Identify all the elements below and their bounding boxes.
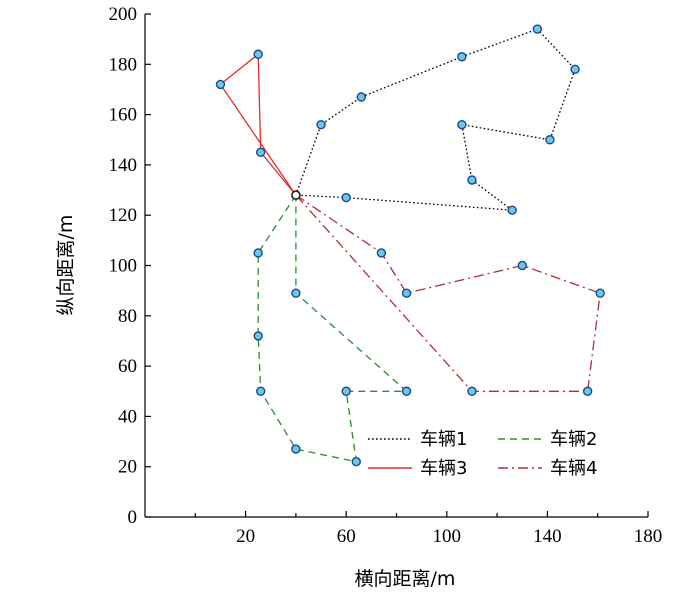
route-line-4	[295, 194, 601, 392]
y-tick-label: 0	[128, 507, 138, 528]
customer-point	[376, 248, 387, 258]
customer-point	[215, 79, 226, 90]
tick-labels: 20 60 100 140 180 0 20 40 60 80 100 120 140 160 180 200	[109, 4, 663, 547]
customer-point	[467, 175, 477, 185]
customer-points	[215, 24, 605, 467]
legend: 车辆1 车辆2 车辆3 车辆4	[368, 429, 597, 479]
customer-point	[401, 288, 412, 298]
customer-point	[582, 386, 593, 396]
y-axis-title: 纵向距离/m	[55, 215, 77, 316]
legend-label-4: 车辆4	[550, 458, 597, 479]
legend-label-2: 车辆2	[550, 429, 597, 450]
y-tick-label: 160	[109, 105, 138, 126]
y-tick-label: 100	[109, 256, 138, 277]
customer-point	[341, 192, 351, 203]
customer-point	[253, 248, 263, 258]
y-tick-label: 80	[118, 306, 137, 327]
depot-point	[291, 190, 301, 200]
y-tick-label: 120	[109, 205, 138, 226]
customer-point	[467, 386, 477, 396]
customer-point	[517, 260, 527, 271]
customer-point	[291, 288, 301, 298]
y-tick-label: 60	[118, 356, 137, 377]
route-line-3	[219, 52, 297, 196]
customer-point	[401, 386, 412, 396]
customer-point	[253, 331, 263, 341]
route-line-2	[257, 194, 409, 463]
customer-point	[351, 456, 361, 467]
y-tick-label: 40	[118, 406, 137, 427]
y-tick-label: 20	[118, 457, 137, 478]
customer-point	[595, 288, 605, 298]
customer-point	[291, 444, 301, 454]
customer-point	[255, 147, 266, 158]
route-lines	[219, 28, 601, 463]
x-tick-label: 60	[337, 526, 356, 547]
customer-point	[545, 135, 555, 145]
customer-point	[341, 386, 351, 396]
customer-point	[356, 92, 366, 102]
x-tick-label: 140	[533, 526, 562, 547]
customer-point	[457, 119, 467, 130]
x-tick-label: 180	[634, 526, 663, 547]
x-tick-label: 100	[433, 526, 462, 547]
x-tick-label: 20	[236, 526, 255, 547]
y-tick-label: 180	[109, 54, 138, 75]
customer-point	[570, 64, 580, 75]
axes	[144, 13, 649, 518]
customer-point	[457, 52, 467, 62]
customer-point	[253, 49, 263, 59]
y-tick-label: 140	[109, 155, 138, 176]
y-tick-label: 200	[109, 4, 138, 25]
customer-point	[507, 205, 517, 215]
legend-label-3: 车辆3	[420, 458, 467, 479]
route-line-1	[295, 28, 576, 212]
customer-point	[255, 386, 266, 396]
customer-point	[532, 24, 543, 34]
customer-point	[316, 119, 326, 130]
legend-label-1: 车辆1	[420, 429, 467, 450]
x-axis-title: 横向距离/m	[355, 568, 456, 590]
